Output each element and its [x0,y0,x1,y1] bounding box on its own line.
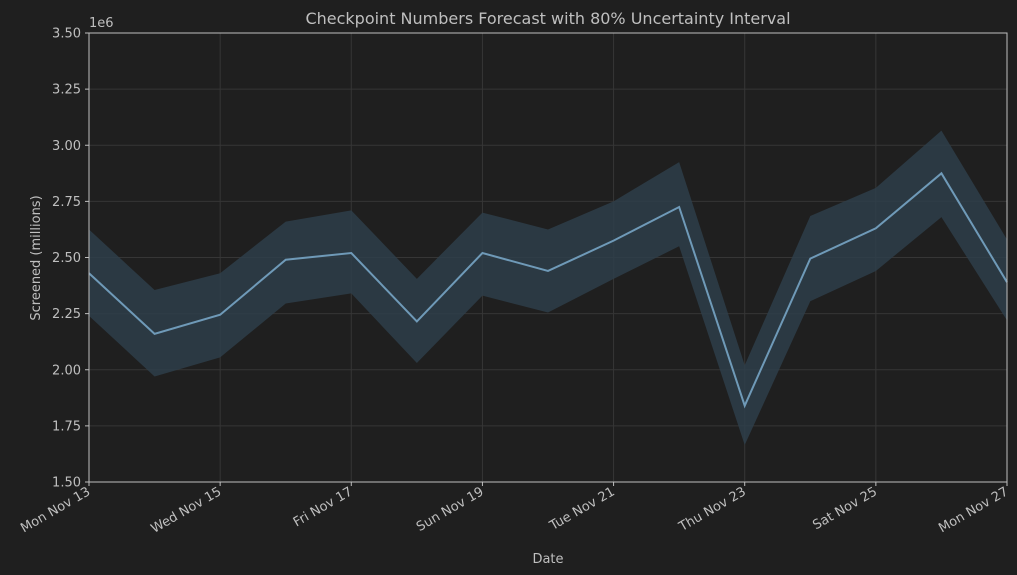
chart-title: Checkpoint Numbers Forecast with 80% Unc… [305,9,790,28]
y-tick-label-5: 2.75 [52,195,81,210]
y-tick-label-0: 1.50 [52,476,81,491]
y-axis-ticks: 1.50 1.75 2.00 2.25 2.50 2.75 3.00 3.25 3.50 [52,27,89,491]
y-offset-label: 1e6 [89,16,114,31]
y-tick-label-8: 3.50 [52,27,81,42]
y-tick-label-1: 1.75 [52,419,81,434]
x-axis-label: Date [532,552,563,567]
y-tick-label-7: 3.25 [52,83,81,98]
y-tick-label-2: 2.00 [52,363,81,378]
y-tick-label-3: 2.25 [52,307,81,322]
y-tick-label-6: 3.00 [52,139,81,154]
forecast-line [88,171,1008,409]
uncertainty-band [89,130,1007,445]
y-tick-label-4: 2.50 [52,251,81,266]
y-axis-label: Screened (millions) [29,195,44,320]
